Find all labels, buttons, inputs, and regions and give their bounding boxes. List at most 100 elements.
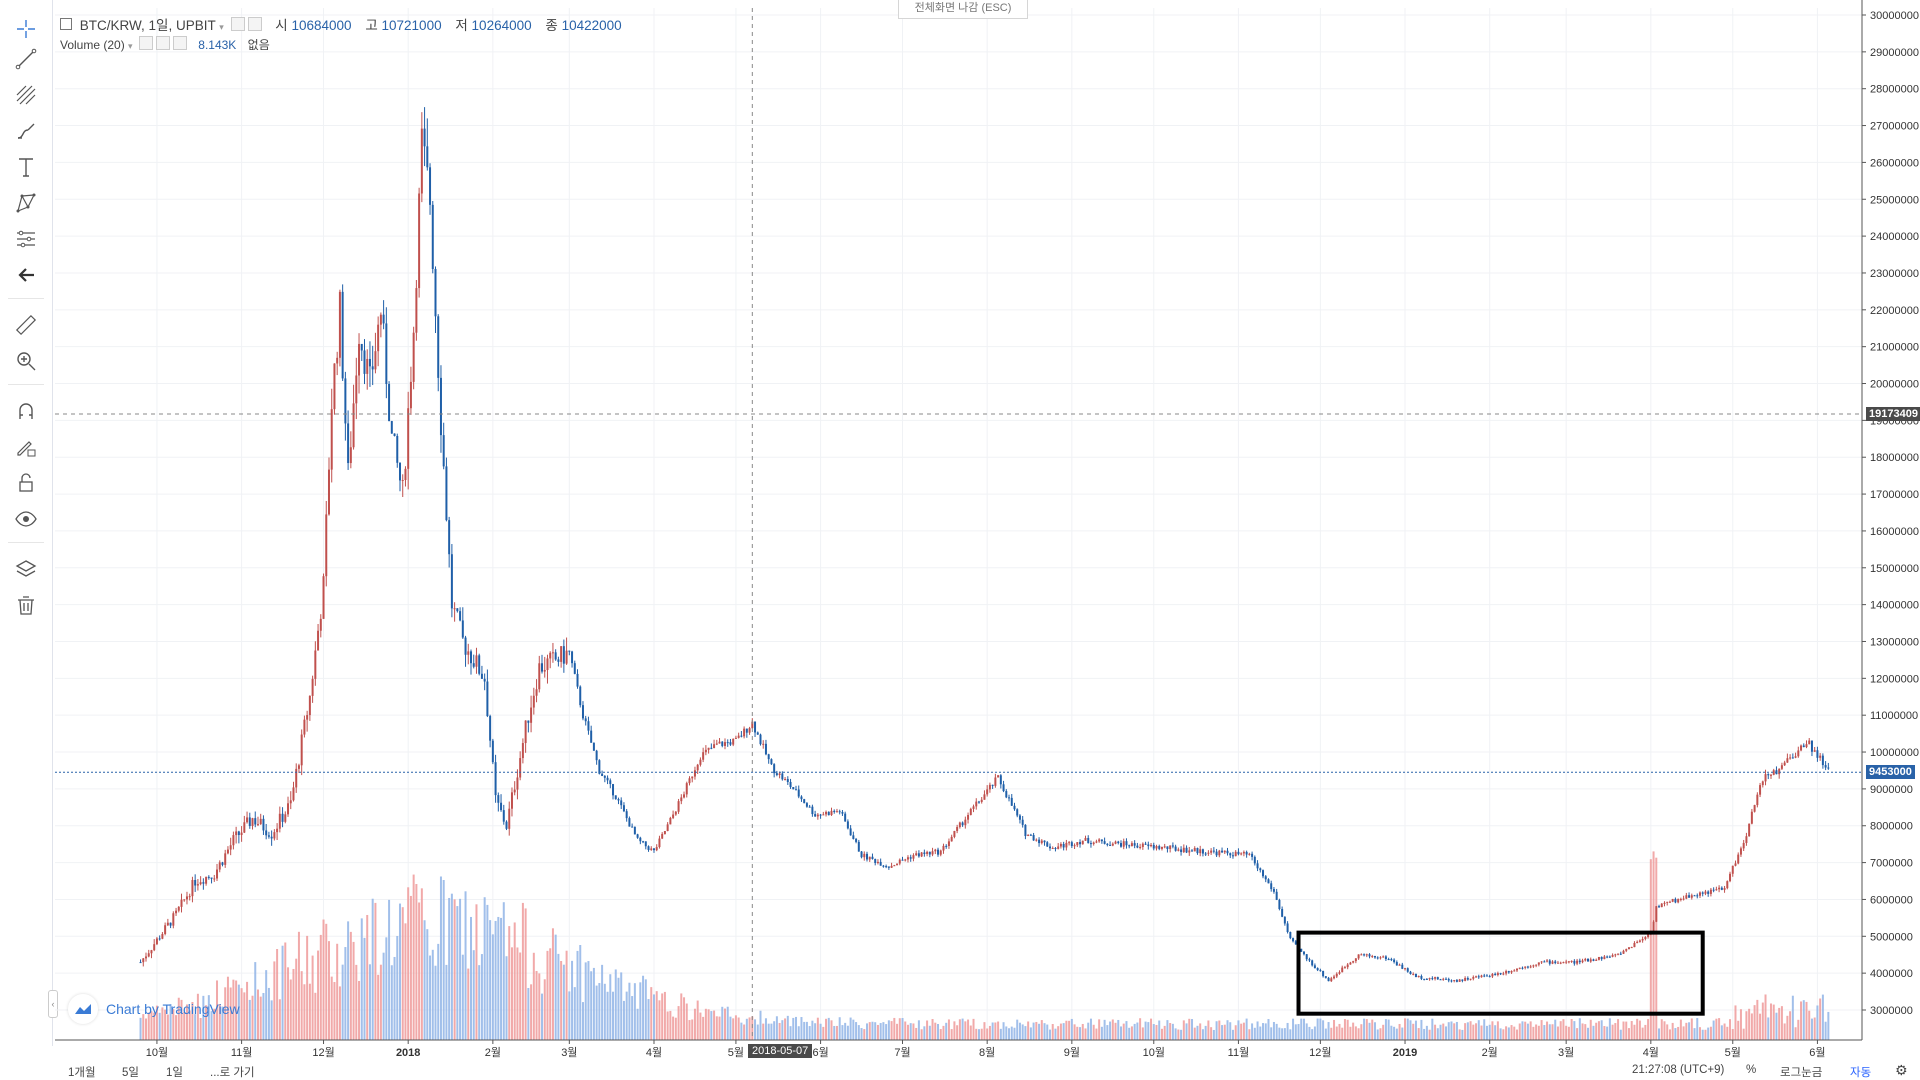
- timeframe-1d[interactable]: 1일: [166, 1067, 183, 1079]
- back-arrow-icon[interactable]: [10, 260, 42, 290]
- volume-bar: [1292, 1018, 1295, 1040]
- candle-body: [1761, 781, 1764, 786]
- candle-body: [1483, 975, 1486, 977]
- trash-icon[interactable]: [10, 590, 42, 620]
- volume-bar: [1234, 1025, 1237, 1040]
- pitchfork-icon[interactable]: [10, 80, 42, 110]
- unlock-icon[interactable]: [10, 468, 42, 498]
- volume-bar: [448, 897, 451, 1040]
- candle-body: [374, 351, 377, 370]
- volume-bar: [243, 992, 246, 1040]
- candle-body: [655, 847, 658, 851]
- hide-icon[interactable]: [247, 17, 262, 31]
- volume-bar: [685, 1003, 688, 1040]
- hide-icon[interactable]: [155, 36, 170, 50]
- candle-body: [521, 743, 524, 759]
- candle-body: [920, 852, 923, 857]
- candle-body: [1505, 971, 1508, 974]
- trend-line-icon[interactable]: [10, 44, 42, 74]
- candle-body: [1532, 965, 1535, 967]
- candle-body: [587, 721, 590, 731]
- settings-icon[interactable]: [230, 17, 245, 31]
- volume-bar: [726, 1006, 729, 1040]
- candle-body: [388, 384, 391, 422]
- candle-body: [852, 835, 855, 839]
- candle-body: [972, 806, 975, 809]
- magnet-icon[interactable]: [10, 396, 42, 426]
- fullscreen-exit-button[interactable]: 전체화면 나감 (ESC): [898, 0, 1028, 19]
- volume-bar: [240, 988, 243, 1040]
- chevron-down-icon[interactable]: ▾: [128, 41, 133, 51]
- text-icon[interactable]: [10, 152, 42, 182]
- candle-body: [887, 866, 890, 868]
- candle-body: [1005, 791, 1008, 798]
- candle-body: [1587, 958, 1590, 962]
- crosshair-icon[interactable]: [10, 14, 42, 44]
- forecast-icon[interactable]: [10, 224, 42, 254]
- y-tick-label: 4000000: [1870, 968, 1913, 980]
- volume-bar: [1431, 1018, 1434, 1040]
- eye-icon[interactable]: [10, 504, 42, 534]
- tradingview-branding[interactable]: Chart by TradingView: [68, 994, 240, 1024]
- volume-bar: [500, 917, 503, 1040]
- candle-body: [1029, 834, 1032, 836]
- log-scale-toggle[interactable]: 로그눈금: [1780, 1067, 1823, 1079]
- candle-body: [153, 944, 156, 951]
- volume-title[interactable]: Volume (20): [60, 38, 125, 52]
- volume-bar: [221, 1006, 224, 1040]
- candle-body: [1182, 847, 1185, 853]
- volume-bar: [1789, 1011, 1792, 1040]
- symbol-title[interactable]: BTC/KRW, 1일, UPBIT: [79, 18, 216, 33]
- volume-bar: [1081, 1023, 1084, 1040]
- candle-body: [857, 841, 860, 852]
- volume-bar: [942, 1025, 945, 1040]
- close-icon[interactable]: [172, 36, 187, 50]
- volume-bar: [1461, 1029, 1464, 1040]
- lock-pencil-icon[interactable]: [10, 432, 42, 462]
- candle-body: [147, 953, 150, 957]
- ruler-icon[interactable]: [10, 310, 42, 340]
- collapse-toolbar-button[interactable]: ‹: [48, 990, 58, 1018]
- candle-body: [874, 859, 877, 863]
- volume-bar: [1316, 1018, 1319, 1040]
- volume-bar: [322, 919, 325, 1040]
- candle-body: [1335, 973, 1338, 977]
- candle-body: [202, 882, 205, 884]
- candle-body: [164, 925, 167, 935]
- candle-body: [426, 146, 429, 168]
- volume-bar: [904, 1021, 907, 1040]
- candle-body: [1251, 853, 1254, 857]
- candle-body: [273, 832, 276, 839]
- volume-bar: [1761, 1002, 1764, 1040]
- highlight-box: [1296, 930, 1705, 1016]
- candle-body: [1578, 960, 1581, 963]
- candle-body: [1223, 850, 1226, 853]
- settings-icon[interactable]: [138, 36, 153, 50]
- candle-body: [1259, 868, 1262, 871]
- volume-bar: [1554, 1019, 1557, 1040]
- volume-bar: [1707, 1027, 1710, 1040]
- volume-bar: [1477, 1020, 1480, 1040]
- goto-date-button[interactable]: ...로 가기: [210, 1067, 255, 1079]
- pattern-icon[interactable]: [10, 188, 42, 218]
- candle-body: [398, 462, 401, 481]
- brush-icon[interactable]: [10, 116, 42, 146]
- layers-icon[interactable]: [10, 554, 42, 584]
- volume-bar: [1065, 1020, 1068, 1040]
- volume-bar: [743, 1024, 746, 1040]
- timeframe-1m[interactable]: 1개월: [68, 1067, 96, 1079]
- candle-body: [647, 846, 650, 850]
- collapse-legend-icon[interactable]: [60, 18, 72, 30]
- gear-icon[interactable]: ⚙: [1895, 1062, 1908, 1078]
- percent-scale-toggle[interactable]: %: [1746, 1064, 1757, 1076]
- y-tick-label: 25000000: [1870, 194, 1919, 206]
- volume-bar: [524, 908, 527, 1040]
- candle-body: [1193, 848, 1196, 852]
- chevron-down-icon[interactable]: ▾: [219, 22, 224, 32]
- auto-scale-toggle[interactable]: 자동: [1850, 1067, 1872, 1079]
- timeframe-5d[interactable]: 5일: [122, 1067, 139, 1079]
- zoom-in-icon[interactable]: [10, 346, 42, 376]
- volume-bar: [704, 1008, 707, 1040]
- volume-bar: [666, 1011, 669, 1040]
